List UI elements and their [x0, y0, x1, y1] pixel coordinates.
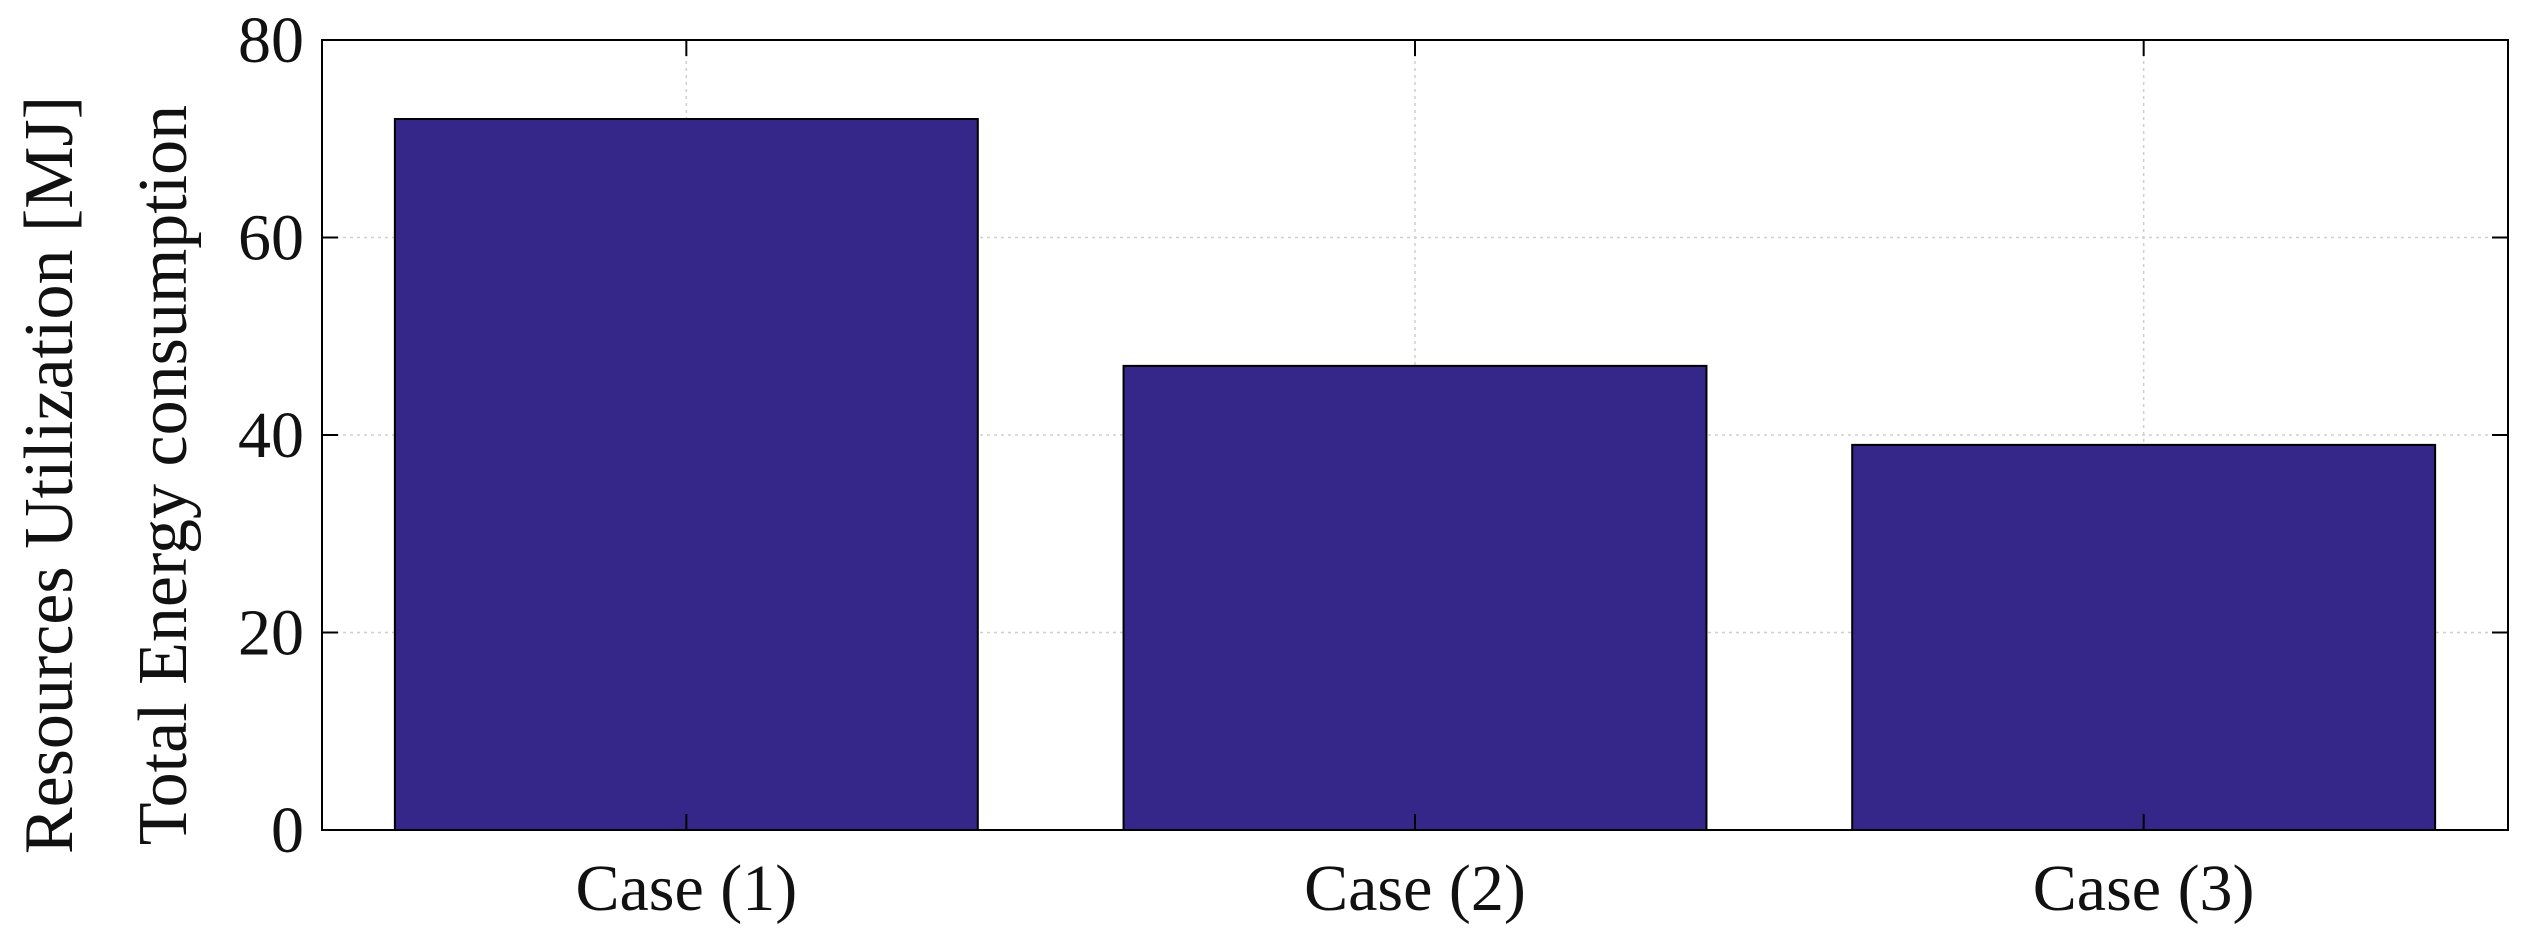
bar-3: [1851, 443, 2437, 831]
bar-2: [1122, 364, 1708, 831]
x-tick-label-1: Case (1): [575, 852, 797, 925]
bar-1: [393, 118, 979, 831]
y-tick-label-0: 0: [271, 794, 304, 867]
x-tick-label-3: Case (3): [2033, 852, 2255, 925]
y-axis-title-line-1: Resources Utilization [MJ]: [11, 96, 88, 854]
y-tick-label-80: 80: [238, 4, 304, 77]
bars: [393, 118, 2437, 831]
ticks: 0 20 40 60 80 Case (1) Case (2) Case (3): [238, 4, 2508, 925]
y-axis-title: Resources Utilization [MJ] Total Energy c…: [11, 96, 202, 854]
y-tick-label-40: 40: [238, 399, 304, 472]
y-axis-title-line-2: Total Energy consumption: [125, 105, 202, 845]
y-tick-label-20: 20: [238, 597, 304, 670]
x-tick-label-2: Case (2): [1304, 852, 1526, 925]
y-tick-label-60: 60: [238, 202, 304, 275]
